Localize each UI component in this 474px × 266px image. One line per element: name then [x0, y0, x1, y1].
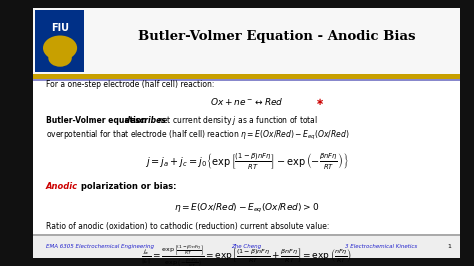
Text: FIU: FIU — [51, 23, 69, 33]
Bar — [35, 10, 84, 72]
Bar — [33, 74, 460, 79]
Ellipse shape — [43, 35, 77, 60]
Text: $j = j_a + j_c = j_0 \left\{ \exp\left[\frac{(1-\beta)nF\eta}{RT}\right] - \exp\: $j = j_a + j_c = j_0 \left\{ \exp\left[\… — [145, 151, 348, 171]
Text: For a one-step electrode (half cell) reaction:: For a one-step electrode (half cell) rea… — [46, 80, 214, 89]
Text: net current density $j$ as a function of total: net current density $j$ as a function of… — [155, 114, 318, 127]
Bar — [33, 234, 460, 236]
Bar — [33, 8, 460, 74]
Text: $Ox + ne^- \leftrightarrow Red$: $Ox + ne^- \leftrightarrow Red$ — [210, 96, 283, 107]
Text: Ratio of anodic (oxidation) to cathodic (reduction) current absolute value:: Ratio of anodic (oxidation) to cathodic … — [46, 222, 329, 231]
Text: describes: describes — [122, 116, 165, 125]
Text: Butler-Volmer equation: Butler-Volmer equation — [46, 116, 147, 125]
Text: $\frac{j_a}{|j_c|} = \frac{\exp\left[\frac{(1-\beta)nF\eta}{RT}\right]}{\exp\lef: $\frac{j_a}{|j_c|} = \frac{\exp\left[\fr… — [141, 244, 352, 266]
Bar — [33, 235, 460, 258]
Bar — [33, 79, 460, 81]
Text: Butler-Volmer Equation - Anodic Bias: Butler-Volmer Equation - Anodic Bias — [137, 30, 415, 43]
Text: 1: 1 — [447, 244, 451, 249]
Text: Anodic: Anodic — [46, 182, 78, 191]
Text: Zhe Cheng: Zhe Cheng — [231, 244, 262, 249]
Text: polarization or bias:: polarization or bias: — [78, 182, 176, 191]
Text: 3 Electrochemical Kinetics: 3 Electrochemical Kinetics — [345, 244, 417, 249]
Ellipse shape — [48, 49, 72, 67]
Text: overpotential for that electrode (half cell) reaction $\eta = E(Ox/Red) - E_{eq}: overpotential for that electrode (half c… — [46, 129, 349, 142]
Text: EMA 6305 Electrochemical Engineering: EMA 6305 Electrochemical Engineering — [46, 244, 154, 249]
Text: $\mathbf{\ast}$: $\mathbf{\ast}$ — [315, 96, 323, 107]
Text: $\eta = E(Ox/Red) - E_{eq}(Ox/Red) > 0$: $\eta = E(Ox/Red) - E_{eq}(Ox/Red) > 0$ — [174, 201, 319, 215]
